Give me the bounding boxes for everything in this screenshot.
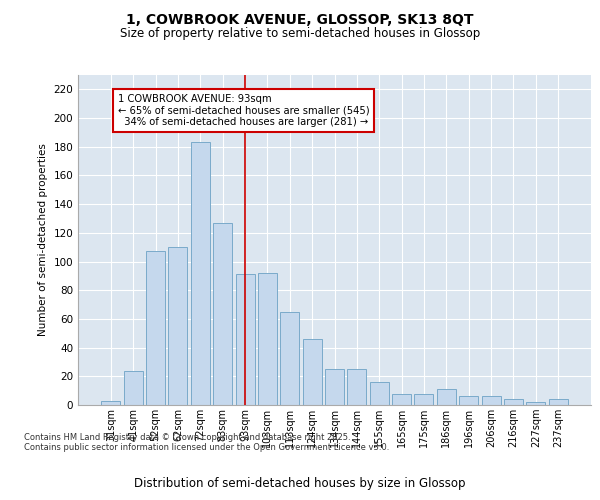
Bar [280,312,299,405]
Bar [392,394,411,405]
Bar [459,396,478,405]
Bar [347,369,367,405]
Text: Contains public sector information licensed under the Open Government Licence v3: Contains public sector information licen… [24,444,389,452]
Bar [526,402,545,405]
Bar [482,396,500,405]
Bar [213,223,232,405]
Bar [101,400,121,405]
Text: 1, COWBROOK AVENUE, GLOSSOP, SK13 8QT: 1, COWBROOK AVENUE, GLOSSOP, SK13 8QT [126,12,474,26]
Bar [325,369,344,405]
Bar [169,247,187,405]
Text: 1 COWBROOK AVENUE: 93sqm
← 65% of semi-detached houses are smaller (545)
  34% o: 1 COWBROOK AVENUE: 93sqm ← 65% of semi-d… [118,94,369,127]
Bar [302,339,322,405]
Bar [548,400,568,405]
Bar [437,389,456,405]
Bar [124,370,143,405]
Bar [504,400,523,405]
Text: Contains HM Land Registry data © Crown copyright and database right 2025.: Contains HM Land Registry data © Crown c… [24,434,350,442]
Y-axis label: Number of semi-detached properties: Number of semi-detached properties [38,144,48,336]
Text: Size of property relative to semi-detached houses in Glossop: Size of property relative to semi-detach… [120,28,480,40]
Bar [146,252,165,405]
Bar [370,382,389,405]
Text: Distribution of semi-detached houses by size in Glossop: Distribution of semi-detached houses by … [134,477,466,490]
Bar [415,394,433,405]
Bar [258,273,277,405]
Bar [191,142,210,405]
Bar [236,274,254,405]
